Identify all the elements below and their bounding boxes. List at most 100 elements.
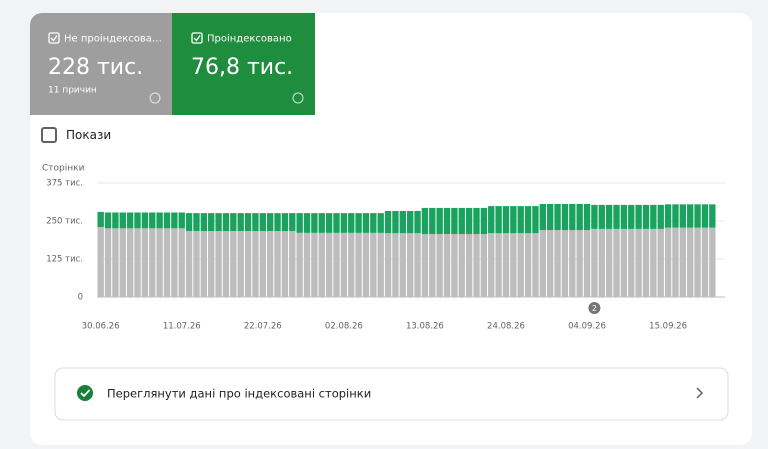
indexed-pages-link[interactable]: Переглянути дані про індексовані сторінк… bbox=[54, 367, 729, 421]
bar-segment bbox=[340, 213, 348, 233]
bar-segment bbox=[200, 231, 208, 297]
bar-segment bbox=[370, 232, 377, 297]
bar-segment bbox=[208, 231, 215, 297]
bar-segment bbox=[289, 213, 296, 232]
checkbox-label: Покази bbox=[66, 128, 111, 142]
bar-segment bbox=[591, 204, 598, 229]
bar-segment bbox=[104, 228, 112, 297]
bar-segment bbox=[377, 213, 384, 233]
tile-indexed[interactable]: Проіндексовано 76,8 тис. bbox=[172, 13, 315, 115]
bar-segment bbox=[222, 213, 230, 232]
tile-not-indexed[interactable]: Не проіндексова… 228 тис. 11 причин bbox=[30, 13, 172, 115]
bar-segment bbox=[495, 233, 502, 297]
y-axis-title: Сторінки bbox=[42, 164, 85, 174]
bar-segment bbox=[414, 210, 421, 234]
bar-segment bbox=[377, 232, 384, 297]
bar-segment bbox=[657, 204, 664, 229]
bar-segment bbox=[384, 233, 392, 297]
tile-label: Проіндексовано bbox=[207, 33, 292, 45]
bar-segment bbox=[421, 234, 429, 297]
bar-segment bbox=[635, 228, 642, 297]
bar-segment bbox=[598, 228, 605, 297]
bar-segment bbox=[650, 228, 657, 297]
bar-segment bbox=[222, 231, 230, 297]
bar-segment bbox=[178, 228, 185, 297]
bar-segment bbox=[392, 210, 399, 234]
bar-segment bbox=[244, 231, 252, 297]
link-box bbox=[54, 367, 729, 421]
bar-segment bbox=[429, 234, 436, 297]
bar-segment bbox=[480, 207, 488, 235]
bar-segment bbox=[230, 213, 237, 232]
bar-segment bbox=[547, 230, 554, 297]
bar-segment bbox=[215, 213, 222, 232]
annotation-marker bbox=[588, 302, 601, 314]
checkbox bbox=[41, 127, 57, 143]
bar-segment bbox=[407, 210, 414, 234]
bar-segment bbox=[230, 231, 237, 297]
bar-segment bbox=[657, 228, 664, 297]
bar-segment bbox=[399, 233, 406, 297]
x-tick-label: 04.09.26 bbox=[568, 322, 606, 332]
tile-value: 228 тис. bbox=[48, 55, 143, 80]
tile-note: 11 причин bbox=[48, 86, 97, 96]
y-tick-label: 375 тис. bbox=[46, 179, 83, 189]
bar-segment bbox=[480, 234, 488, 297]
x-tick-label: 02.08.26 bbox=[325, 322, 363, 332]
bar-segment bbox=[672, 227, 679, 297]
bar-segment bbox=[185, 213, 193, 232]
bar-segment bbox=[274, 231, 281, 297]
impressions-toggle[interactable]: Покази bbox=[41, 127, 111, 143]
bar-segment bbox=[134, 228, 141, 297]
bar-segment bbox=[664, 227, 672, 297]
bar-segment bbox=[303, 213, 311, 233]
y-tick-label: 125 тис. bbox=[46, 255, 83, 265]
bar-segment bbox=[215, 231, 222, 297]
bar-segment bbox=[613, 228, 620, 297]
bar-segment bbox=[281, 231, 289, 297]
x-tick-label: 15.09.26 bbox=[649, 322, 687, 332]
bar-segment bbox=[642, 204, 650, 229]
bar-segment bbox=[340, 232, 348, 297]
x-tick-label: 22.07.26 bbox=[244, 322, 282, 332]
x-tick-label: 11.07.26 bbox=[163, 322, 201, 332]
bar-segment bbox=[296, 213, 303, 233]
bar-segment bbox=[598, 204, 605, 229]
bar-segment bbox=[642, 228, 650, 297]
bar-segment bbox=[502, 233, 510, 297]
bar-segment bbox=[451, 234, 458, 297]
bar-segment bbox=[333, 232, 340, 297]
bar-segment bbox=[429, 207, 436, 235]
bar-segment bbox=[259, 231, 266, 297]
tile-bg bbox=[172, 13, 315, 115]
bar-segment bbox=[473, 234, 480, 297]
bar-segment bbox=[208, 213, 215, 232]
bar-segment bbox=[325, 213, 333, 233]
bar-segment bbox=[436, 207, 443, 235]
tile-value: 76,8 тис. bbox=[191, 55, 293, 80]
bar-segment bbox=[318, 213, 325, 233]
bar-segment bbox=[200, 213, 208, 232]
x-tick-label: 30.06.26 bbox=[82, 322, 120, 332]
y-tick-label: 250 тис. bbox=[46, 217, 83, 227]
bar-segment bbox=[384, 210, 392, 234]
bar-segment bbox=[664, 204, 672, 228]
bar-segment bbox=[561, 230, 569, 297]
bar-segment bbox=[701, 204, 709, 228]
bar-segment bbox=[171, 228, 178, 297]
bar-segment bbox=[554, 203, 561, 231]
bar-segment bbox=[679, 227, 687, 297]
bar-segment bbox=[436, 234, 443, 297]
bar-segment bbox=[524, 206, 532, 234]
bar-segment bbox=[583, 230, 591, 297]
bar-segment bbox=[532, 206, 539, 234]
bar-segment bbox=[289, 231, 296, 297]
bar-segment bbox=[163, 212, 171, 229]
bar-segment bbox=[178, 212, 185, 229]
bar-segment bbox=[266, 231, 274, 297]
tile-check bbox=[50, 35, 58, 42]
bar-segment bbox=[502, 206, 510, 234]
bar-segment bbox=[141, 212, 149, 229]
bar-segment bbox=[112, 228, 119, 297]
bar-segment bbox=[488, 233, 495, 297]
